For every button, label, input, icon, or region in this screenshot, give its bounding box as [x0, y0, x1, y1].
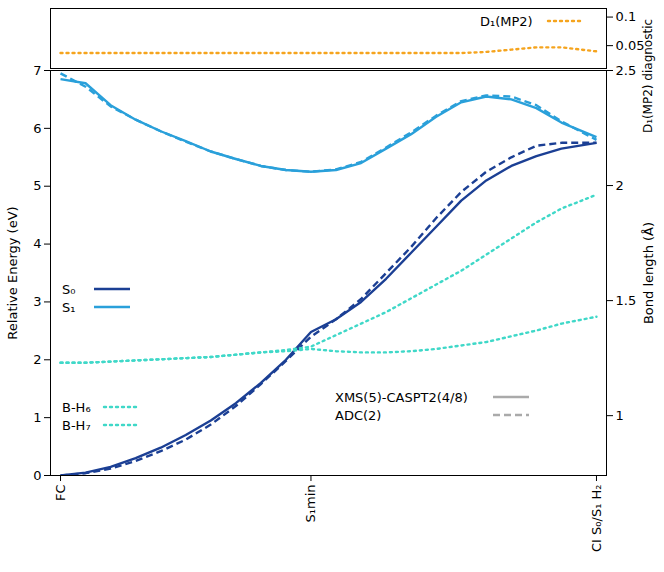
html-text:D₁(MP2): D₁(MP2)	[480, 13, 533, 29]
svg-text:CI S₀/S₁ H₂: CI S₀/S₁ H₂	[589, 485, 604, 552]
html-text:S₀: S₀	[62, 281, 76, 297]
html-text:ADC(2): ADC(2)	[335, 407, 382, 423]
svg-text:0.05: 0.05	[616, 38, 645, 53]
svg-text:4: 4	[33, 236, 41, 251]
svg-text:2: 2	[616, 178, 624, 193]
svg-text:5: 5	[33, 178, 41, 193]
svg-text:0: 0	[33, 468, 41, 483]
svg-text:1.5: 1.5	[616, 293, 637, 308]
svg-text:S₁min: S₁min	[303, 485, 318, 523]
html-text:Bond length (Å): Bond length (Å)	[640, 221, 656, 324]
svg-text:6: 6	[33, 121, 41, 136]
svg-text:3: 3	[33, 294, 41, 309]
svg-text:1: 1	[33, 410, 41, 425]
svg-text:2.5: 2.5	[616, 63, 637, 78]
html-text:XMS(5)-CASPT2(4/8): XMS(5)-CASPT2(4/8)	[335, 389, 468, 405]
svg-text:7: 7	[33, 63, 41, 78]
svg-text:FC: FC	[53, 485, 68, 502]
svg-text:0.1: 0.1	[616, 9, 637, 24]
html-text:Relative Energy (eV): Relative Energy (eV)	[4, 205, 20, 340]
html-text:D₁(MP2) diagnostic: D₁(MP2) diagnostic	[641, 18, 655, 134]
html-text:B-H₆: B-H₆	[62, 399, 91, 415]
svg-text:1: 1	[616, 408, 624, 423]
svg-text:2: 2	[33, 352, 41, 367]
html-text:S₁: S₁	[62, 299, 76, 315]
html-text:B-H₇: B-H₇	[62, 417, 91, 433]
